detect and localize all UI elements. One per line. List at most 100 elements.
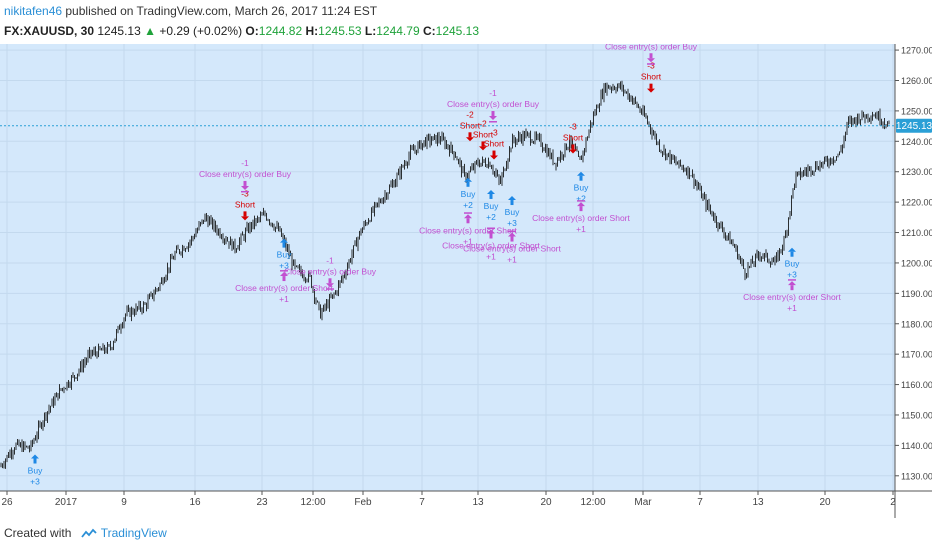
- low-label: L:: [364, 24, 377, 38]
- y-tick-label: 1260.00: [901, 76, 932, 86]
- arrow-up-icon: [464, 214, 472, 219]
- signal-label: Short: [473, 129, 494, 139]
- arrow-stem: [649, 83, 653, 89]
- arrow-stem: [466, 218, 470, 224]
- arrow-up-icon: [487, 189, 495, 194]
- arrow-down-icon: [326, 283, 334, 288]
- symbol-label[interactable]: FX:XAUUSD, 30: [4, 24, 95, 38]
- arrow-stem: [243, 180, 247, 186]
- y-tick-label: 1150.00: [901, 410, 932, 420]
- close-bar: [487, 227, 495, 229]
- signal-buy: Buy+3: [785, 247, 800, 280]
- signal-label: -2: [479, 118, 487, 128]
- arrow-up-icon: [464, 177, 472, 182]
- signal-buy: Buy+2: [484, 189, 499, 222]
- signal-label: +3: [279, 261, 289, 271]
- time-axis[interactable]: 26 2017 9 16 23 12:00 Feb 7 13 20 12:00 Mar 7 13 20 2: [1, 491, 896, 508]
- close-bar: [508, 230, 516, 233]
- arrow-down-icon: [241, 185, 249, 190]
- y-tick-label: 1190.00: [901, 289, 932, 299]
- signal-label: Close entry(s) order Short: [235, 283, 333, 293]
- signal-label: +2: [463, 200, 473, 210]
- close-bar: [280, 270, 288, 272]
- signal-label: +1: [463, 236, 473, 246]
- arrow-down-icon: [466, 137, 474, 142]
- arrow-up-icon: [508, 196, 516, 201]
- change-arrow-icon: ▲: [144, 24, 156, 38]
- y-tick-label: 1170.00: [901, 350, 932, 360]
- y-tick-label: 1200.00: [901, 258, 932, 268]
- change-value: +0.29 (+0.02%): [159, 24, 243, 38]
- signal-label: +3: [30, 477, 40, 487]
- signal-label: Close entry(s) order Short: [442, 240, 540, 250]
- signal-label: +3: [787, 270, 797, 280]
- close-bar: [647, 63, 655, 65]
- publish-info: nikitafen46 published on TradingView.com…: [4, 4, 377, 18]
- candle-series: [0, 80, 890, 469]
- chart-area[interactable]: Buy +3 -3 Short -1 Close entry(s) order Buy Bu…: [0, 41, 932, 518]
- signal-label: Buy: [277, 250, 292, 260]
- close-bar: [464, 212, 472, 214]
- signal-label: Close entry(s) order Short: [463, 244, 561, 254]
- price-axis[interactable]: 1270.00 1260.00 1250.00 1240.00 1230.00 1220.…: [895, 46, 932, 482]
- arrow-stem: [282, 276, 286, 282]
- arrow-up-icon: [487, 229, 495, 234]
- signal-close_short: Close entry(s) order Short+1: [235, 270, 334, 304]
- x-tick-label: Mar: [634, 497, 652, 508]
- signal-buy: Buy+3: [28, 454, 43, 487]
- x-tick-label: 13: [752, 497, 764, 508]
- arrow-down-icon: [490, 155, 498, 160]
- y-tick-label: 1160.00: [901, 380, 932, 390]
- y-tick-label: 1180.00: [901, 319, 932, 329]
- signal-label: Buy: [484, 201, 499, 211]
- signal-close_short: Close entry(s) order Short+1: [463, 230, 562, 265]
- signal-label: Close entry(s) order Buy: [199, 169, 292, 179]
- plot-background: [0, 44, 895, 491]
- x-tick-label: 7: [419, 497, 425, 508]
- signal-label: -3: [241, 188, 249, 198]
- signal-label: Close entry(s) order Short: [419, 225, 517, 235]
- close-bar: [788, 279, 796, 281]
- arrow-stem: [468, 132, 472, 138]
- arrow-stem: [466, 181, 470, 187]
- arrow-stem: [491, 111, 495, 117]
- signal-label: Short: [235, 199, 256, 209]
- arrow-up-icon: [788, 247, 796, 252]
- signal-label: +1: [576, 224, 586, 234]
- signal-label: Buy: [785, 259, 800, 269]
- arrow-stem: [790, 251, 794, 257]
- x-tick-label: Feb: [354, 497, 372, 508]
- author-link[interactable]: nikitafen46: [4, 4, 63, 18]
- x-tick-label: 16: [189, 497, 201, 508]
- signal-label: Buy: [28, 466, 43, 476]
- tradingview-logo-icon: [81, 528, 97, 538]
- close-value: 1245.13: [435, 24, 480, 38]
- tradingview-brand[interactable]: TradingView: [100, 526, 167, 540]
- arrow-stem: [243, 211, 247, 217]
- footer: Created with TradingView: [4, 526, 167, 540]
- high-value: 1245.53: [318, 24, 362, 38]
- created-with-text: Created with: [4, 526, 72, 540]
- x-tick-label: 2: [890, 497, 896, 508]
- arrow-down-icon: [647, 58, 655, 63]
- signal-label: Close entry(s) order Short: [743, 292, 841, 302]
- signal-label: Short: [641, 72, 662, 82]
- arrow-stem: [492, 150, 496, 156]
- high-label: H:: [305, 24, 319, 38]
- signal-label: -2: [466, 109, 474, 119]
- arrow-up-icon: [577, 202, 585, 207]
- arrow-down-icon: [489, 116, 497, 121]
- close-bar: [489, 121, 497, 123]
- low-value: 1244.79: [376, 24, 420, 38]
- y-tick-label: 1210.00: [901, 228, 932, 238]
- arrow-stem: [579, 206, 583, 212]
- arrow-stem: [481, 141, 485, 147]
- signal-label: Close entry(s) order Short: [532, 213, 630, 223]
- close-bar: [241, 190, 249, 193]
